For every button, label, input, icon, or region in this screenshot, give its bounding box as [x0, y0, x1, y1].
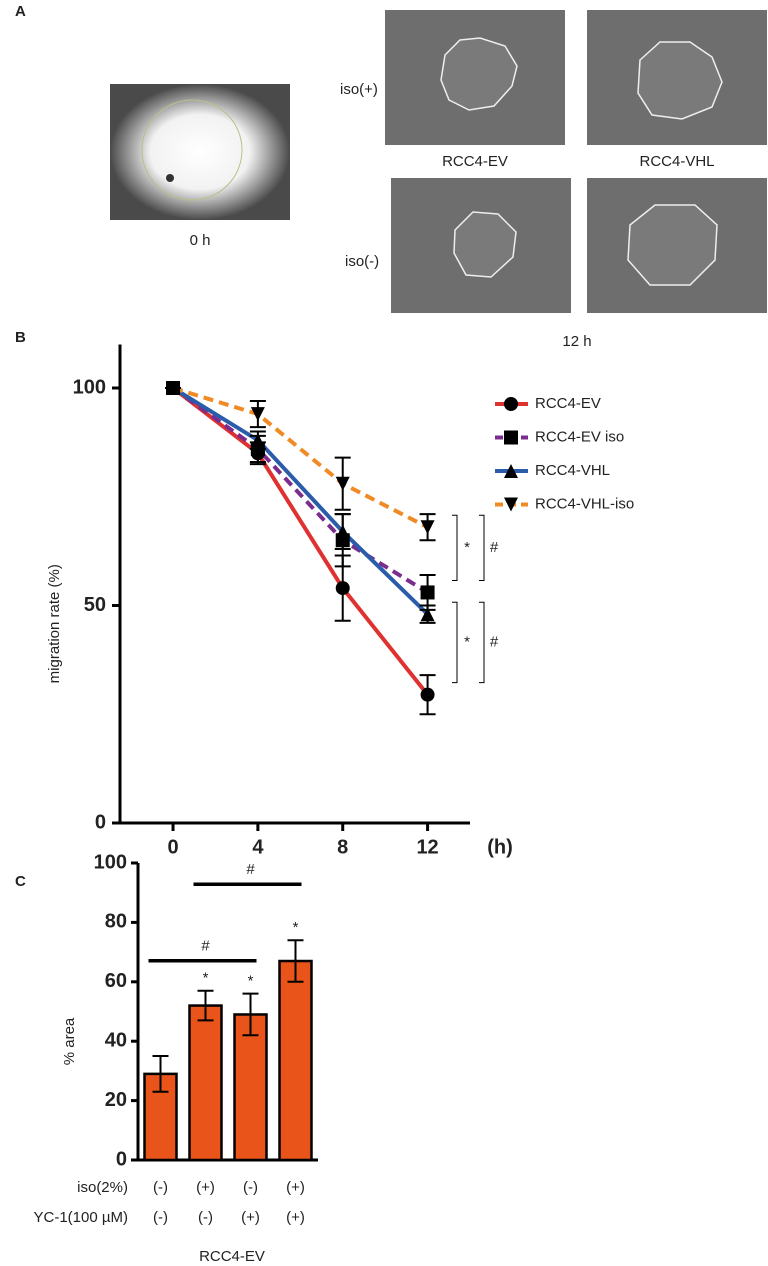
significance-mark: *	[203, 970, 209, 987]
time-label: 12 h	[562, 333, 591, 350]
marker	[335, 524, 350, 539]
marker	[250, 433, 265, 448]
category-label: (+)	[241, 1209, 260, 1226]
marker	[420, 607, 435, 622]
significance-bracket	[452, 601, 458, 684]
y-tick-label: 100	[94, 851, 127, 873]
category-label: (-)	[153, 1209, 168, 1226]
series-line	[172, 386, 429, 529]
series-line	[171, 386, 430, 696]
y-tick-label: 0	[95, 811, 106, 833]
series-line	[171, 386, 429, 616]
category-label: (+)	[196, 1179, 215, 1196]
panel-label: B	[15, 329, 26, 346]
row-label: iso(2%)	[77, 1179, 128, 1196]
bar	[278, 959, 313, 1162]
marker	[335, 581, 350, 596]
legend-marker	[504, 397, 518, 411]
bracket-label: #	[246, 861, 255, 878]
marker	[420, 520, 435, 535]
column-label: RCC4-EV	[442, 153, 508, 170]
category-label: (+)	[286, 1179, 305, 1196]
significance-mark: *	[248, 973, 254, 990]
x-axis-label: RCC4-EV	[199, 1248, 265, 1265]
y-tick-label: 0	[116, 1148, 127, 1170]
legend-label: RCC4-EV	[535, 395, 601, 412]
image-grid	[385, 10, 767, 313]
error-bar	[242, 992, 259, 1037]
series-line	[171, 386, 429, 595]
y-tick-label: 100	[73, 376, 106, 398]
y-axis-label: % area	[61, 1017, 78, 1065]
marker	[166, 381, 181, 395]
significance-mark: *	[293, 919, 299, 936]
y-axis-label: migration rate (%)	[46, 564, 63, 683]
significance-mark: #	[490, 633, 499, 650]
significance-mark: #	[490, 539, 499, 556]
legend-label: RCC4-VHL-iso	[535, 495, 634, 512]
significance-mark: *	[464, 539, 470, 556]
category-label: (-)	[243, 1179, 258, 1196]
marker	[420, 585, 435, 600]
error-bar	[287, 939, 304, 983]
category-label: (-)	[153, 1179, 168, 1196]
bracket-label: #	[201, 938, 210, 955]
y-tick-label: 40	[105, 1029, 127, 1051]
x-tick-label: 8	[337, 836, 348, 858]
significance-bracket	[479, 601, 485, 684]
panel-label: C	[15, 873, 26, 890]
marker	[420, 687, 435, 702]
legend-marker	[504, 464, 518, 478]
bar	[188, 1004, 223, 1162]
legend-marker	[504, 430, 518, 445]
x-axis-unit: (h)	[487, 836, 513, 858]
marker	[335, 476, 350, 491]
y-tick-label: 80	[105, 911, 127, 933]
image-0h	[110, 84, 290, 220]
legend-label: RCC4-EV iso	[535, 428, 624, 445]
significance-mark: *	[464, 633, 470, 650]
x-tick-label: 12	[416, 836, 438, 858]
column-label: RCC4-VHL	[639, 153, 714, 170]
y-tick-label: 20	[105, 1089, 127, 1111]
significance-bracket	[452, 514, 458, 581]
significance-bracket	[479, 514, 485, 581]
row-label: iso(+)	[340, 81, 378, 98]
error-bar	[197, 989, 214, 1022]
category-label: (+)	[286, 1209, 305, 1226]
row-label: iso(-)	[345, 253, 379, 270]
x-tick-label: 4	[252, 836, 264, 858]
legend-label: RCC4-VHL	[535, 462, 610, 479]
y-tick-label: 50	[84, 594, 106, 616]
category-label: (-)	[198, 1209, 213, 1226]
legend-marker	[504, 497, 518, 512]
panel-label: A	[15, 3, 26, 20]
error-bar	[152, 1055, 169, 1093]
x-tick-label: 0	[167, 836, 178, 858]
time-label: 0 h	[190, 232, 211, 249]
marker	[250, 407, 265, 422]
y-tick-label: 60	[105, 970, 127, 992]
row-label: YC-1(100 µM)	[34, 1209, 129, 1226]
bar	[233, 1013, 268, 1162]
